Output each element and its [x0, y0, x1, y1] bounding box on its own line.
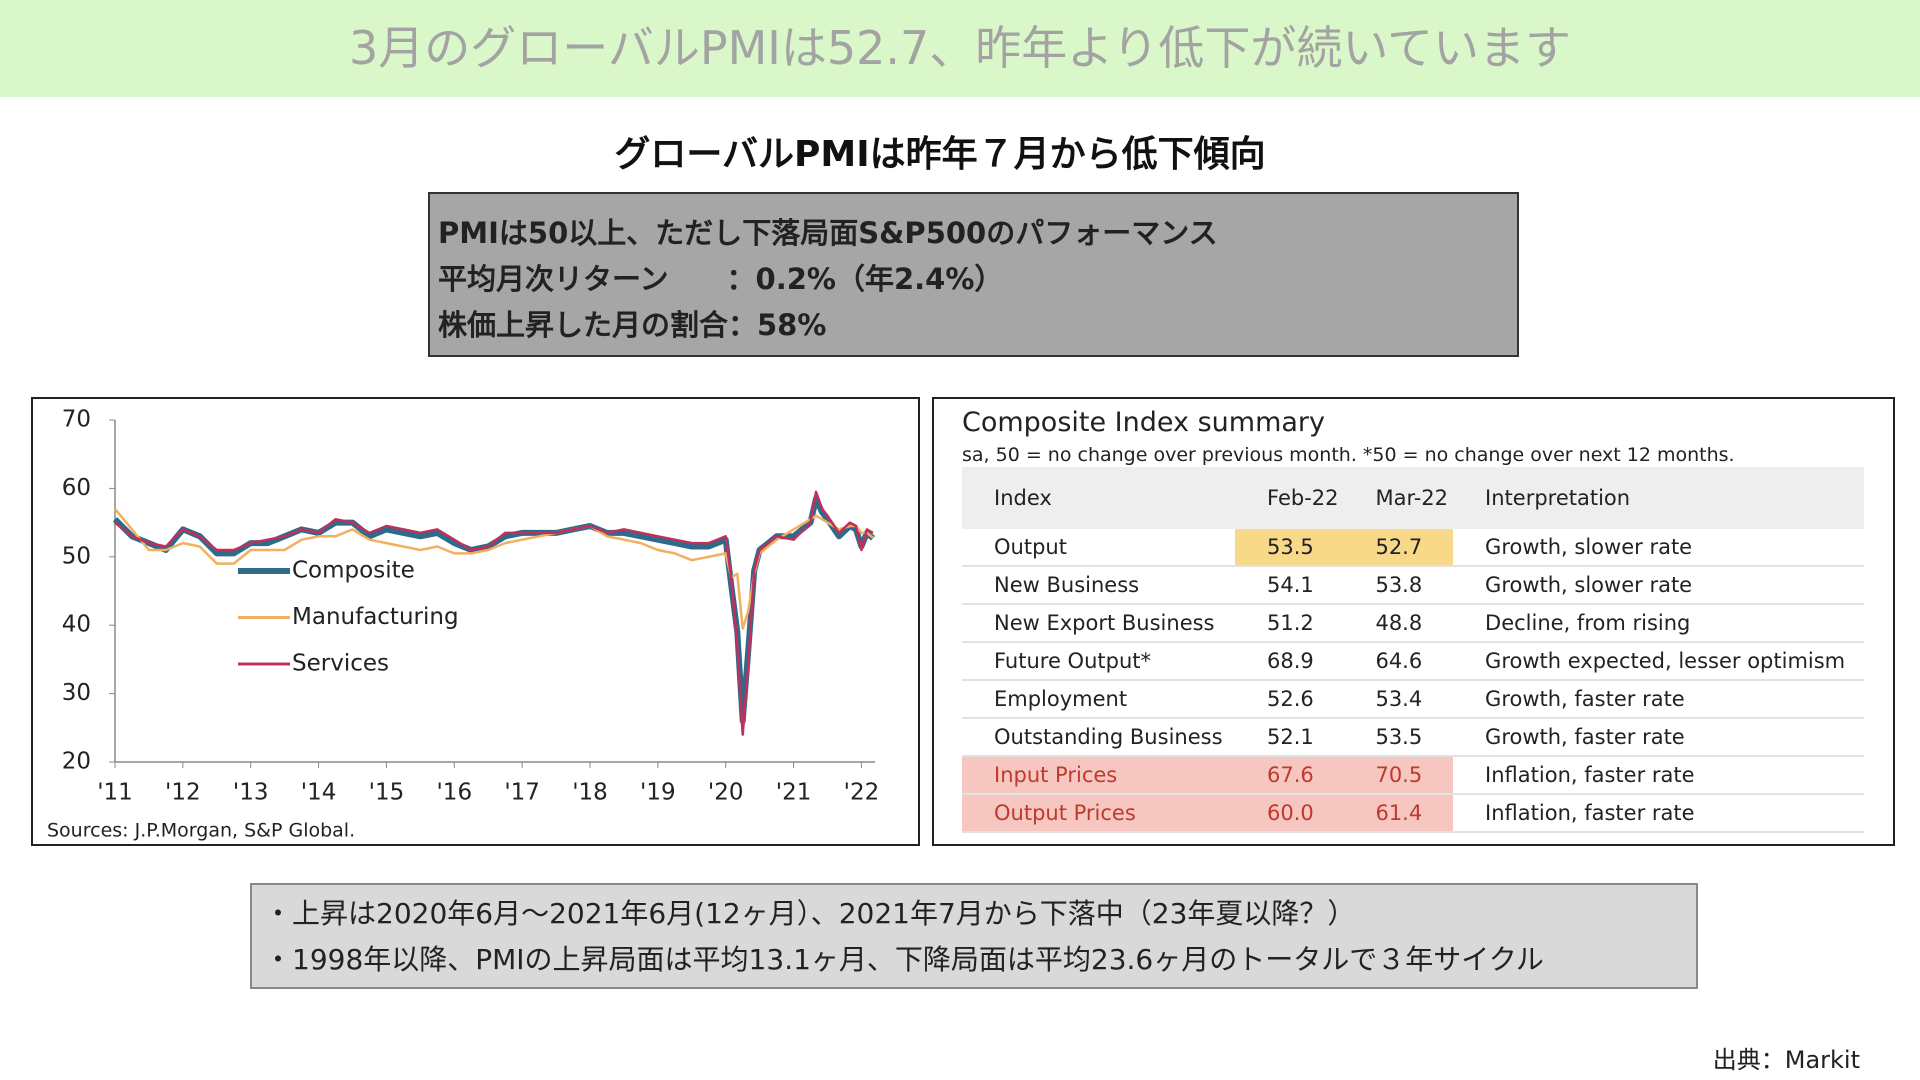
y-tick-label: 40 — [62, 612, 91, 638]
summary-table: Index Feb-22 Mar-22 Interpretation Output 53.… — [962, 467, 1864, 833]
table-row: Output Prices 60.0 61.4 Inflation, faster r… — [962, 794, 1864, 833]
x-tick-label: '20 — [708, 780, 744, 806]
x-tick-label: '18 — [572, 780, 608, 806]
x-tick-label: '17 — [504, 780, 540, 806]
box-line: PMIは50以上、ただし下落局面S&P500のパフォーマンス — [438, 216, 1218, 250]
legend-label: Services — [292, 651, 389, 677]
table-cell: Future Output* — [962, 642, 1236, 681]
table-cell: 60.0 — [1235, 794, 1344, 833]
legend-label: Composite — [292, 558, 415, 584]
table-row: Input Prices 67.6 70.5 Inflation, faster ra… — [962, 756, 1864, 795]
y-tick-label: 20 — [62, 749, 91, 775]
table-cell: 53.5 — [1235, 529, 1344, 567]
x-tick-label: '16 — [436, 780, 472, 806]
table-cell: New Business — [962, 566, 1236, 605]
table-cell: New Export Business — [962, 604, 1236, 643]
table-cell: 54.1 — [1235, 566, 1344, 605]
table-row: Output 53.5 52.7 Growth, slower rate — [962, 529, 1864, 567]
chart-panel: 20 30 40 50 60 70 '11 '12 '13 '14 '15 '16 '17 '18 '19 '… — [31, 397, 920, 846]
x-tick-label: '21 — [776, 780, 812, 806]
y-tick-label: 50 — [62, 543, 91, 569]
table-cell: 53.8 — [1343, 566, 1454, 605]
notes-box: ・上昇は2020年6月〜2021年6月(12ヶ月）、2021年7月から下落中（2… — [250, 883, 1698, 989]
chart-source: Sources: J.P.Morgan, S&P Global. — [47, 820, 355, 842]
table-cell: 53.5 — [1343, 718, 1454, 757]
table-cell: 53.4 — [1343, 680, 1454, 719]
legend-label: Manufacturing — [292, 604, 459, 630]
y-tick-label: 30 — [62, 680, 91, 706]
x-tick-label: '14 — [301, 780, 337, 806]
x-tick-label: '22 — [844, 780, 880, 806]
y-tick-label: 70 — [62, 407, 91, 433]
x-tick-label: '12 — [165, 780, 201, 806]
table-cell: Output Prices — [962, 794, 1236, 833]
table-cell: 52.6 — [1235, 680, 1344, 719]
table-row: New Business 54.1 53.8 Growth, slower rate — [962, 566, 1864, 605]
table-cell: Employment — [962, 680, 1236, 719]
table-cell: Growth, slower rate — [1453, 529, 1864, 567]
table-cell: 61.4 — [1343, 794, 1454, 833]
table-title: Composite Index summary — [962, 407, 1325, 438]
chart: 20 30 40 50 60 70 '11 '12 '13 '14 '15 '16 '17 '18 '19 '… — [47, 407, 880, 842]
table-cell: 48.8 — [1343, 604, 1454, 643]
subtitle: グローバルPMIは昨年７月から低下傾向 — [614, 134, 1266, 175]
x-tick-label: '13 — [233, 780, 269, 806]
x-tick-label: '11 — [97, 780, 133, 806]
table-cell: Outstanding Business — [962, 718, 1236, 757]
column-header: Mar-22 — [1343, 467, 1454, 529]
table-cell: Growth expected, lesser optimism — [1453, 642, 1864, 681]
x-tick-label: '19 — [640, 780, 676, 806]
table-cell: 68.9 — [1235, 642, 1344, 681]
table-cell: 52.7 — [1343, 529, 1454, 567]
y-tick-label: 60 — [62, 475, 91, 501]
table-subtitle: sa, 50 = no change over previous month. … — [962, 444, 1735, 466]
table-cell: Growth, slower rate — [1453, 566, 1864, 605]
table-row: Outstanding Business 52.1 53.5 Growth, fast… — [962, 718, 1864, 757]
box-line: 株価上昇した月の割合：58% — [438, 308, 827, 342]
column-header: Index — [962, 467, 1236, 529]
series-line — [114, 490, 874, 736]
table-cell: 52.1 — [1235, 718, 1344, 757]
note-line: ・1998年以降、PMIの上昇局面は平均13.1ヶ月、下降局面は平均23.6ヶ月… — [264, 943, 1544, 976]
series-line — [112, 495, 875, 724]
table-cell: Output — [962, 529, 1236, 567]
table-panel: Composite Index summary sa, 50 = no chan… — [932, 397, 1895, 846]
series-line — [114, 508, 874, 630]
column-header: Feb-22 — [1235, 467, 1344, 529]
table-cell: Inflation, faster rate — [1453, 756, 1864, 795]
table-cell: 51.2 — [1235, 604, 1344, 643]
table-cell: Growth, faster rate — [1453, 718, 1864, 757]
x-tick-label: '15 — [369, 780, 405, 806]
column-header: Interpretation — [1453, 467, 1864, 529]
table-cell: Inflation, faster rate — [1453, 794, 1864, 833]
table-cell: Growth, faster rate — [1453, 680, 1864, 719]
table-cell: Input Prices — [962, 756, 1236, 795]
table-cell: 70.5 — [1343, 756, 1454, 795]
table-row: New Export Business 51.2 48.8 Decline, from… — [962, 604, 1864, 643]
summary-box: PMIは50以上、ただし下落局面S&P500のパフォーマンス 平均月次リターン … — [428, 192, 1519, 357]
note-line: ・上昇は2020年6月〜2021年6月(12ヶ月）、2021年7月から下落中（2… — [264, 897, 1356, 930]
table-cell: Decline, from rising — [1453, 604, 1864, 643]
table-cell: 67.6 — [1235, 756, 1344, 795]
table-row: Employment 52.6 53.4 Growth, faster rate — [962, 680, 1864, 719]
table-cell: 64.6 — [1343, 642, 1454, 681]
source: 出典：Markit — [1712, 1046, 1860, 1074]
box-line: 平均月次リターン ：0.2%（年2.4%） — [438, 262, 1004, 296]
header-row: Index Feb-22 Mar-22 Interpretation — [962, 467, 1864, 529]
table-row: Future Output* 68.9 64.6 Growth expected, l… — [962, 642, 1864, 681]
header-title: 3月のグローバルPMIは52.7、昨年より低下が続いています — [0, 0, 1920, 97]
